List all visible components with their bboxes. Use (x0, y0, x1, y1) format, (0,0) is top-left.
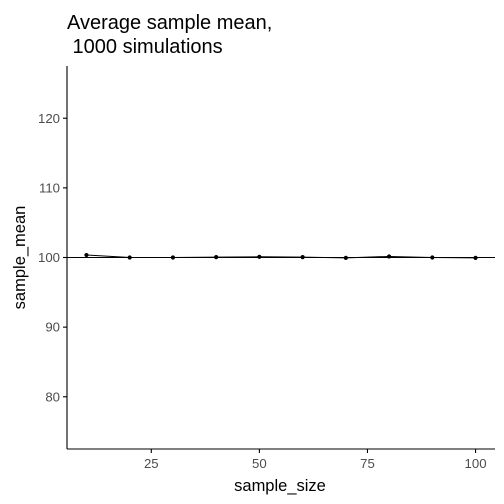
y-tick-label: 120 (38, 111, 60, 126)
data-point (214, 255, 219, 260)
y-axis-ticks: 80 90 100 110 120 (38, 111, 67, 404)
y-tick-label: 110 (39, 180, 60, 195)
data-point (84, 252, 89, 258)
x-tick-label: 25 (144, 456, 159, 471)
y-tick-label: 100 (38, 250, 60, 265)
data-point (473, 255, 478, 260)
data-point (343, 255, 348, 260)
data-point (300, 255, 305, 260)
data-point (257, 254, 262, 259)
chart-title-line-1: Average sample mean, (67, 12, 272, 34)
x-tick-label: 50 (252, 456, 267, 471)
series-line (86, 254, 476, 259)
x-axis-ticks: 25 50 75 100 (144, 449, 487, 471)
data-point (127, 255, 132, 260)
y-axis-title: sample_mean (11, 206, 29, 310)
chart-title-line-2: 1000 simulations (67, 36, 223, 58)
series-layer (84, 252, 478, 260)
data-point (430, 255, 435, 260)
x-axis-title: sample_size (234, 477, 326, 495)
data-point (386, 254, 392, 259)
x-tick-label: 100 (465, 456, 487, 471)
y-tick-label: 90 (45, 320, 60, 335)
data-point (170, 255, 176, 260)
x-tick-label: 75 (360, 456, 375, 471)
y-tick-label: 80 (45, 389, 60, 404)
